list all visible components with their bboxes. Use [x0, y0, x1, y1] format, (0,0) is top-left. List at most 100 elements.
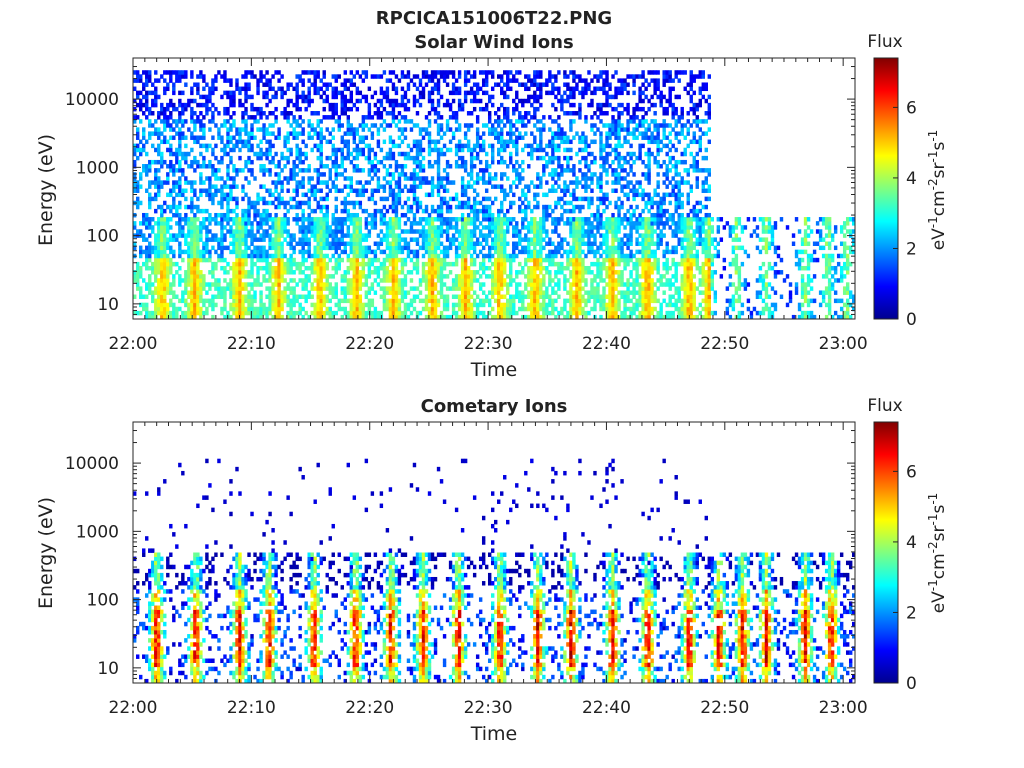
heatmap-cell [253, 298, 257, 304]
heatmap-cell [355, 270, 360, 275]
heatmap-cell [506, 143, 510, 149]
heatmap-cell [316, 217, 320, 222]
heatmap-cell [421, 306, 426, 312]
heatmap-cell [569, 208, 573, 214]
heatmap-cell [223, 192, 227, 198]
heatmap-cell [235, 294, 239, 300]
heatmap-cell [542, 302, 546, 308]
heatmap-cell [566, 298, 570, 304]
heatmap-cell [196, 261, 200, 267]
heatmap-cell [472, 241, 477, 246]
heatmap-cell [563, 168, 567, 173]
heatmap-cell [400, 257, 405, 263]
heatmap-cell [451, 294, 456, 300]
heatmap-cell [259, 70, 263, 75]
heatmap-cell [166, 147, 170, 153]
heatmap-cell [355, 286, 360, 291]
heatmap-cell [319, 265, 323, 271]
heatmap-cell [235, 204, 239, 210]
heatmap-cell [475, 135, 480, 140]
heatmap-cell [388, 225, 393, 230]
heatmap-cell [310, 221, 314, 226]
heatmap-cell [346, 127, 350, 132]
heatmap-cell [136, 188, 140, 193]
heatmap-cell [494, 176, 498, 181]
heatmap-cell [334, 196, 338, 202]
heatmap-cell [307, 200, 311, 206]
heatmap-cell [184, 176, 188, 181]
heatmap-cell [490, 278, 495, 283]
heatmap-cell [214, 237, 218, 242]
heatmap-cell [403, 245, 408, 251]
heatmap-cell [506, 78, 510, 83]
heatmap-cell [166, 237, 170, 242]
heatmap-cell [463, 237, 468, 242]
heatmap-cell [340, 106, 344, 112]
heatmap-cell [379, 249, 384, 255]
heatmap-cell [310, 123, 314, 128]
heatmap-cell [409, 257, 414, 263]
heatmap-cell [289, 310, 293, 316]
heatmap-cell [232, 147, 236, 153]
heatmap-cell [527, 111, 531, 116]
heatmap-cell [220, 135, 224, 140]
heatmap-cell [382, 119, 387, 124]
heatmap-cell [361, 119, 366, 124]
heatmap-cell [163, 139, 167, 145]
heatmap-cell [190, 70, 194, 75]
heatmap-cell [475, 143, 480, 149]
heatmap-cell [166, 139, 170, 145]
heatmap-cell [484, 237, 489, 242]
heatmap-cell [349, 212, 354, 218]
heatmap-cell [214, 221, 218, 226]
heatmap-cell [199, 221, 203, 226]
heatmap-cell [497, 135, 501, 140]
heatmap-cell [247, 180, 251, 185]
heatmap-cell [512, 298, 516, 304]
heatmap-cell [554, 253, 558, 259]
heatmap-cell [202, 274, 206, 279]
heatmap-cell [563, 111, 567, 116]
heatmap-cell [427, 270, 432, 275]
heatmap-cell [484, 102, 489, 108]
heatmap-cell [533, 98, 537, 104]
heatmap-cell [424, 282, 429, 287]
heatmap-cell [268, 192, 272, 198]
heatmap-cell [280, 306, 284, 312]
heatmap-cell [563, 155, 567, 161]
heatmap-cell [536, 274, 540, 279]
heatmap-cell [307, 168, 311, 173]
heatmap-cell [481, 290, 486, 295]
heatmap-cell [166, 286, 170, 291]
heatmap-cell [542, 290, 546, 295]
heatmap-cell [578, 286, 582, 291]
heatmap-cell [205, 217, 209, 222]
heatmap-cell [548, 74, 552, 79]
heatmap-cell [322, 180, 326, 185]
heatmap-cell [151, 314, 155, 320]
heatmap-cell [478, 229, 483, 234]
heatmap-cell [220, 204, 224, 210]
heatmap-cell [184, 270, 188, 275]
heatmap-cell [466, 217, 471, 222]
heatmap-cell [433, 237, 438, 242]
heatmap-cell [575, 176, 579, 181]
heatmap-cell [533, 314, 537, 320]
heatmap-cell [373, 102, 378, 108]
heatmap-cell [271, 314, 275, 320]
heatmap-cell [478, 221, 483, 226]
heatmap-cell [268, 98, 272, 104]
heatmap-cell [193, 111, 197, 116]
heatmap-cell [385, 229, 390, 234]
heatmap-cell [193, 274, 197, 279]
heatmap-cell [319, 274, 323, 279]
heatmap-cell [424, 286, 429, 291]
heatmap-cell [472, 188, 477, 193]
heatmap-cell [154, 172, 158, 177]
heatmap-cell [433, 217, 438, 222]
heatmap-cell [563, 192, 567, 198]
heatmap-cell [500, 237, 504, 242]
heatmap-cell [490, 261, 495, 267]
heatmap-cell [469, 217, 474, 222]
heatmap-cell [545, 164, 549, 169]
